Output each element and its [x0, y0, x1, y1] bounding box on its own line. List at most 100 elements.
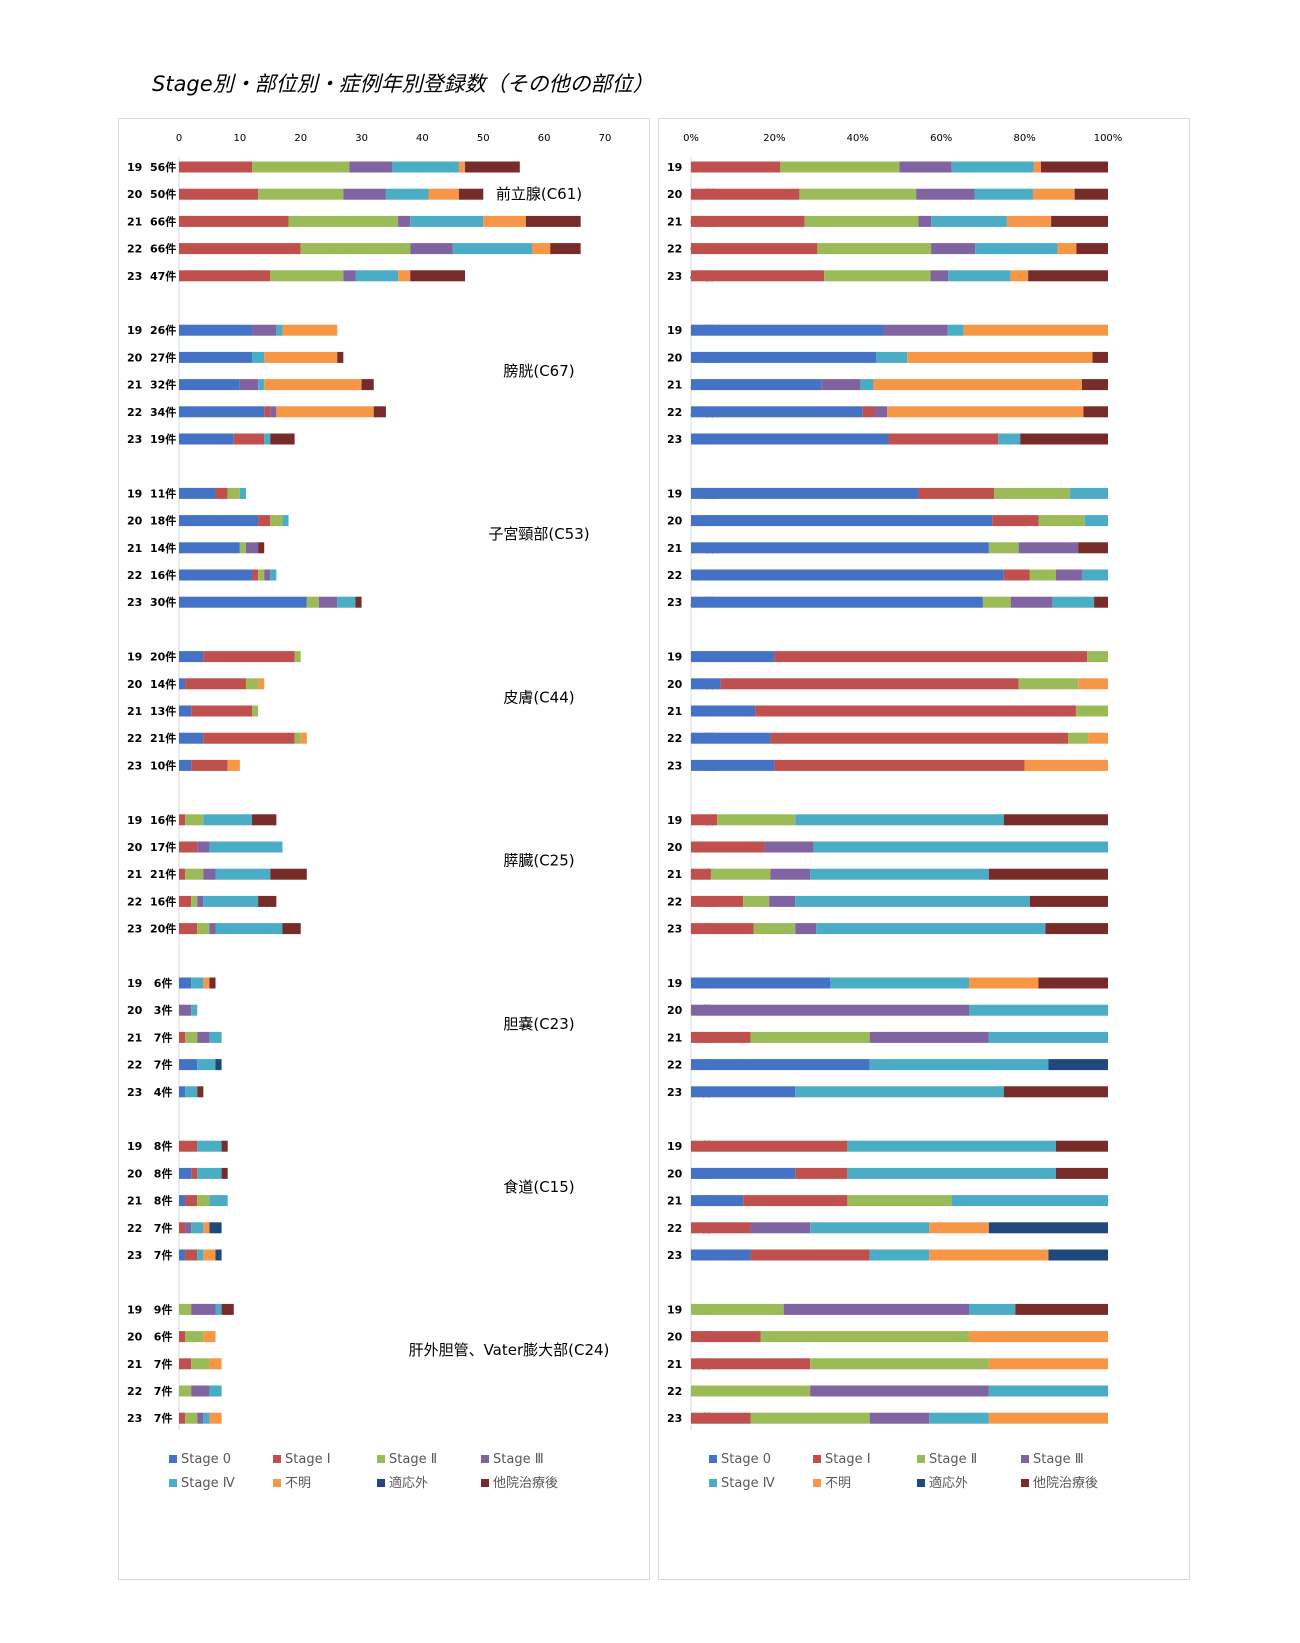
bar-segment-8 — [337, 351, 344, 363]
bar-segment-8 — [209, 977, 216, 989]
bar-segment-4 — [869, 1412, 930, 1424]
bar-segment-4 — [1018, 542, 1079, 554]
bar-segment-5 — [252, 351, 265, 363]
legend-swatch — [709, 1479, 717, 1487]
bar-segment-8 — [1051, 215, 1108, 227]
bar-segment-2 — [179, 161, 253, 173]
bar-segment-1 — [179, 379, 240, 391]
x-tick-label: 40 — [416, 133, 429, 144]
bar-segment-8 — [361, 379, 374, 391]
bar-segment-4 — [821, 379, 861, 391]
bar-segment-3 — [982, 596, 1011, 608]
bar-segment-2 — [888, 433, 999, 445]
bar-segment-4 — [197, 1031, 210, 1043]
bar-segment-2 — [179, 1031, 186, 1043]
bar-segment-1 — [179, 705, 192, 717]
bar-segment-5 — [974, 188, 1033, 200]
bar-segment-4 — [874, 406, 888, 418]
bar-segment-6 — [1088, 732, 1108, 744]
bar-segment-2 — [691, 1222, 751, 1234]
bar-segment-2 — [1003, 569, 1030, 581]
bar-segment-2 — [264, 406, 271, 418]
bar-segment-5 — [191, 1004, 198, 1016]
bar-segment-8 — [410, 270, 466, 282]
legend-swatch — [377, 1479, 385, 1487]
bar-segment-5 — [947, 324, 964, 336]
bar-segment-3 — [780, 161, 900, 173]
bar-segment-4 — [245, 542, 259, 554]
row-label: 21 21件 — [127, 867, 176, 881]
bar-segment-3 — [239, 542, 246, 554]
x-tick-label: 20 — [294, 133, 307, 144]
bar-segment-6 — [1057, 243, 1077, 255]
bar-segment-8 — [1003, 814, 1108, 826]
count-chart-panel: 0 10 20 30 40 50 60 70 19 56件 20 50件 21 66件 22 66件 2… — [118, 118, 650, 1580]
bar-segment-1 — [179, 651, 204, 663]
bar-segment-6 — [1024, 759, 1108, 771]
bar-segment-3 — [743, 895, 770, 907]
bar-segment-6 — [258, 678, 265, 690]
bar-segment-4 — [764, 841, 814, 853]
bar-segment-2 — [179, 1140, 198, 1152]
bar-segment-5 — [931, 215, 1007, 227]
row-label: 20 8件 — [127, 1166, 172, 1180]
site-label: 膵臓(C25) — [503, 852, 574, 870]
legend-label: 他院治療後 — [1033, 1476, 1098, 1491]
bar-segment-6 — [531, 243, 551, 255]
bar-segment-7 — [988, 1222, 1108, 1234]
site-label: 膀胱(C67) — [503, 362, 574, 380]
row-label: 21 32件 — [127, 378, 176, 392]
bar-segment-4 — [899, 161, 952, 173]
bar-segment-5 — [385, 188, 429, 200]
bar-segment-8 — [221, 1303, 234, 1315]
bar-segment-1 — [179, 569, 253, 581]
bar-segment-2 — [179, 1222, 186, 1234]
bar-segment-3 — [753, 923, 796, 935]
bar-segment-2 — [179, 814, 186, 826]
bar-segment-8 — [373, 406, 386, 418]
bar-segment-4 — [1055, 569, 1082, 581]
bar-segment-1 — [691, 651, 775, 663]
bar-segment-3 — [1075, 705, 1108, 717]
bar-segment-6 — [209, 1412, 222, 1424]
bar-segment-3 — [817, 243, 932, 255]
bar-segment-4 — [197, 895, 204, 907]
bar-segment-1 — [179, 542, 240, 554]
bar-segment-5 — [282, 515, 289, 527]
x-tick-label: 100% — [1094, 133, 1123, 144]
legend-label: 不明 — [285, 1476, 311, 1491]
bar-segment-1 — [179, 732, 204, 744]
bar-segment-3 — [258, 569, 265, 581]
row-label: 20 50件 — [127, 187, 176, 201]
legend-swatch — [273, 1455, 281, 1463]
legend-label: Stage Ⅳ — [181, 1476, 235, 1491]
bar-segment-5 — [209, 1385, 222, 1397]
bar-segment-8 — [1029, 895, 1108, 907]
x-tick-label: 40% — [847, 133, 869, 144]
bar-segment-2 — [179, 923, 198, 935]
row-label: 19 20件 — [127, 650, 176, 664]
row-label: 19 56件 — [127, 160, 176, 174]
bar-segment-2 — [233, 433, 265, 445]
bar-segment-6 — [458, 161, 466, 173]
bar-segment-2 — [179, 895, 192, 907]
legend-swatch — [273, 1479, 281, 1487]
bar-segment-8 — [1076, 243, 1108, 255]
bar-segment-6 — [969, 1331, 1108, 1343]
bar-segment-2 — [691, 1140, 848, 1152]
bar-segment-1 — [179, 759, 192, 771]
bar-segment-1 — [179, 1059, 198, 1071]
bar-segment-3 — [988, 542, 1019, 554]
bar-segment-8 — [258, 542, 265, 554]
legend-label: Stage Ⅰ — [825, 1452, 871, 1467]
bar-segment-3 — [197, 923, 210, 935]
bar-segment-6 — [203, 977, 210, 989]
bar-segment-1 — [691, 977, 830, 989]
bar-segment-8 — [355, 596, 362, 608]
bar-segment-1 — [691, 433, 889, 445]
bar-segment-1 — [179, 1086, 186, 1098]
row-label: 22 16件 — [127, 568, 176, 582]
bar-segment-8 — [1020, 433, 1108, 445]
bar-segment-4 — [343, 270, 356, 282]
bar-segment-2 — [185, 1195, 198, 1207]
